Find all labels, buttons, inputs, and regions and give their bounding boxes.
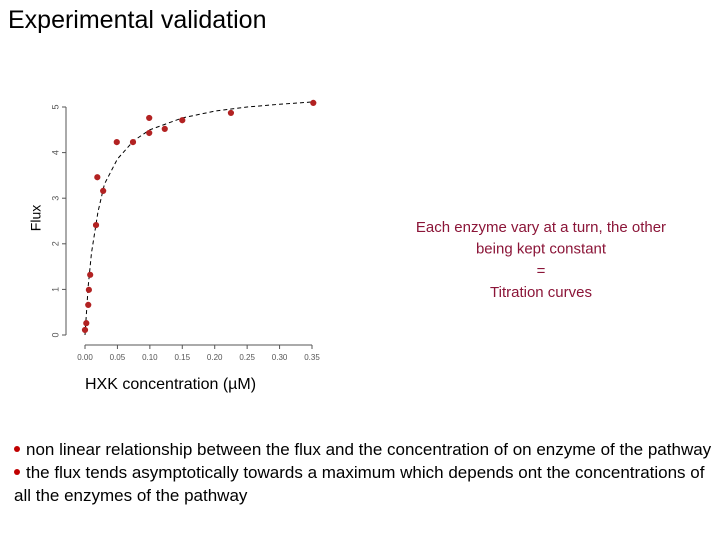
y-tick-label: 4 bbox=[50, 150, 60, 155]
data-point bbox=[310, 99, 317, 106]
bullet-item: non linear relationship between the flux… bbox=[14, 438, 714, 461]
x-tick-label: 0.10 bbox=[142, 353, 158, 362]
fit-curve bbox=[84, 101, 313, 336]
y-tick-label: 0 bbox=[50, 332, 60, 337]
data-point bbox=[179, 117, 186, 124]
x-tick-label: 0.35 bbox=[304, 353, 320, 362]
bullet-dot bbox=[14, 446, 20, 453]
data-point bbox=[146, 114, 153, 122]
x-tick-label: 0.00 bbox=[77, 353, 93, 362]
data-point bbox=[83, 320, 90, 327]
y-tick-label: 3 bbox=[50, 196, 60, 201]
data-point bbox=[113, 139, 120, 146]
bullet-list: non linear relationship between the flux… bbox=[14, 438, 714, 507]
data-point bbox=[161, 125, 168, 132]
data-point bbox=[94, 174, 101, 181]
data-point bbox=[129, 139, 137, 146]
data-point bbox=[227, 109, 235, 117]
bullet-text: the flux tends asymptotically towards a … bbox=[14, 463, 705, 505]
x-tick-label: 0.15 bbox=[174, 353, 190, 362]
x-axis-label: HXK concentration (µM) bbox=[85, 376, 256, 393]
data-point bbox=[92, 222, 100, 229]
slide-title: Experimental validation bbox=[8, 6, 267, 34]
annotation-line: Each enzyme vary at a turn, the other bbox=[416, 219, 666, 236]
data-point bbox=[85, 286, 92, 293]
y-axis-label: Flux bbox=[28, 205, 44, 231]
x-tick-label: 0.25 bbox=[239, 353, 255, 362]
data-point bbox=[81, 326, 89, 334]
y-tick-label: 2 bbox=[50, 241, 60, 246]
data-point bbox=[85, 301, 92, 309]
x-tick-label: 0.20 bbox=[207, 353, 223, 362]
x-tick-label: 0.30 bbox=[272, 353, 288, 362]
data-point bbox=[146, 129, 153, 137]
annotation-line: being kept constant bbox=[476, 241, 607, 258]
bullet-text: non linear relationship between the flux… bbox=[26, 440, 712, 459]
y-tick-label: 1 bbox=[50, 287, 60, 292]
data-point bbox=[87, 271, 94, 278]
data-point bbox=[100, 187, 107, 195]
x-tick-label: 0.05 bbox=[110, 353, 126, 362]
annotation-line: = bbox=[537, 262, 546, 279]
y-tick-label: 5 bbox=[50, 104, 60, 109]
bullet-item: the flux tends asymptotically towards a … bbox=[14, 461, 714, 507]
bullet-dot bbox=[14, 469, 20, 476]
annotation-line: Titration curves bbox=[490, 284, 592, 301]
